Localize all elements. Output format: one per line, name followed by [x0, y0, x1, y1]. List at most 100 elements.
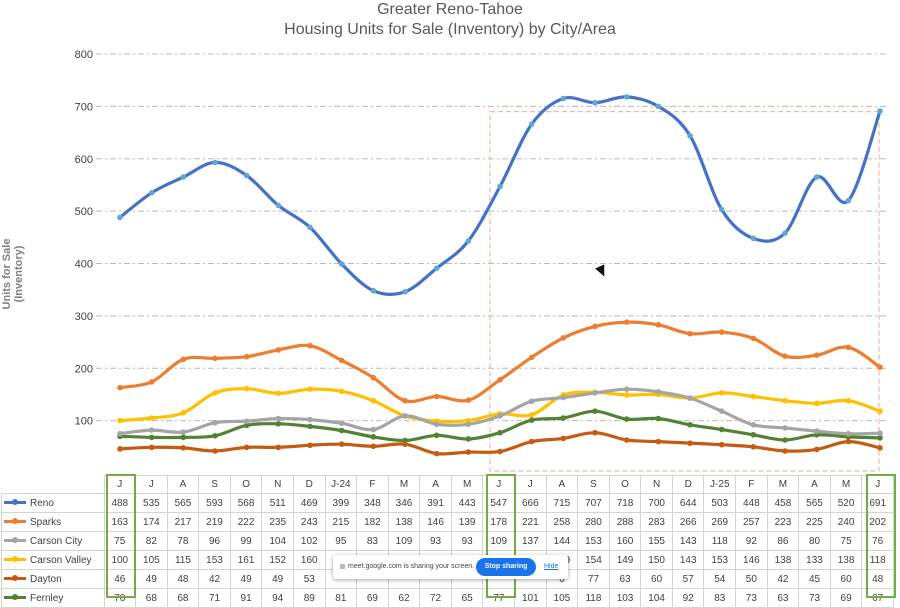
- data-point-carson-valley: [528, 412, 535, 418]
- data-label: 73: [735, 588, 768, 608]
- data-label: 49: [261, 569, 294, 589]
- data-label: 700: [640, 493, 673, 513]
- data-point-carson-city: [877, 430, 883, 436]
- data-label: 69: [356, 588, 389, 608]
- data-label: 174: [135, 512, 168, 532]
- screen-share-bar: meet.google.com is sharing your screen. …: [333, 555, 568, 579]
- data-label: 469: [292, 493, 326, 513]
- data-point-dayton: [750, 444, 757, 450]
- data-point-dayton: [655, 438, 662, 445]
- data-point-carson-city: [402, 413, 408, 419]
- data-label: 443: [450, 493, 484, 513]
- data-label: 93: [419, 531, 452, 551]
- data-label: 49: [135, 569, 168, 589]
- data-point-reno: [782, 230, 788, 236]
- data-label: 92: [735, 531, 768, 551]
- data-label: 73: [798, 588, 831, 608]
- data-label: 45: [798, 569, 831, 589]
- data-label: 535: [135, 493, 168, 513]
- data-point-sparks: [528, 354, 535, 361]
- data-label: 153: [577, 531, 610, 551]
- hide-share-bar-link[interactable]: Hide: [544, 563, 559, 570]
- table-corner-cell: [2, 476, 105, 494]
- data-label: 139: [450, 512, 484, 532]
- data-label: 150: [640, 550, 673, 570]
- chart-subtitle: Housing Units for Sale (Inventory) by Ci…: [284, 21, 616, 38]
- data-point-dayton: [370, 443, 377, 450]
- data-label: 93: [450, 531, 484, 551]
- data-point-sparks: [845, 344, 852, 351]
- x-tick-label: F: [356, 475, 389, 494]
- data-point-carson-valley: [623, 392, 630, 398]
- data-point-reno: [623, 94, 630, 100]
- legend-entry: Dayton: [1, 569, 105, 589]
- data-point-dayton: [275, 444, 282, 451]
- data-label: 60: [829, 569, 863, 589]
- data-label: 78: [166, 531, 200, 551]
- table-header-row: J J A S O N D J-24 F M A M J J A S O N D J-25 F M A M J: [2, 475, 894, 494]
- data-label: 96: [198, 531, 231, 551]
- data-point-fernley: [687, 422, 693, 428]
- data-point-sparks: [180, 356, 187, 363]
- data-label: 70: [103, 588, 137, 608]
- data-point-sparks: [560, 335, 567, 341]
- legend-label: Sparks: [30, 516, 62, 528]
- x-tick-label: M: [450, 475, 484, 494]
- data-point-fernley: [718, 426, 725, 433]
- data-point-sparks: [782, 353, 788, 360]
- x-tick-label: A: [545, 475, 579, 494]
- data-point-carson-city: [782, 425, 788, 431]
- table-row: Fernley 70 68 68 71 91 94 89 81 69 62 72 65 77 101 105 1…: [1, 588, 894, 608]
- y-tick-label: 600: [75, 154, 93, 166]
- data-label: 92: [671, 588, 705, 608]
- data-point-fernley: [275, 420, 282, 427]
- data-label: 288: [608, 512, 642, 532]
- data-label: 62: [387, 588, 421, 608]
- series-line-reno: [119, 95, 882, 296]
- data-label: 49: [229, 569, 263, 589]
- data-label: 283: [640, 512, 673, 532]
- data-label: 137: [514, 531, 547, 551]
- data-label: 83: [356, 531, 389, 551]
- data-label: 707: [577, 493, 610, 513]
- data-label: 71: [198, 588, 231, 608]
- y-tick-label: 400: [75, 259, 93, 271]
- data-point-reno: [718, 206, 725, 213]
- x-tick-label: A: [166, 475, 200, 494]
- legend-line-icon: [4, 556, 26, 563]
- data-point-fernley: [180, 434, 187, 441]
- data-label: 202: [861, 512, 894, 532]
- data-label: 222: [229, 512, 263, 532]
- data-point-carson-city: [338, 420, 345, 427]
- data-point-carson-city: [592, 390, 598, 396]
- data-point-fernley: [307, 423, 313, 430]
- stop-sharing-button[interactable]: Stop sharing: [476, 558, 536, 576]
- chart-plot-area: 100 200 300 400 500 600 700 800: [75, 49, 888, 472]
- data-point-carson-city: [180, 429, 187, 435]
- data-point-carson-city: [623, 386, 630, 393]
- data-point-dayton: [877, 445, 883, 451]
- data-label: 448: [735, 493, 768, 513]
- data-label: 257: [735, 512, 768, 532]
- data-point-dayton: [307, 442, 313, 449]
- data-point-carson-valley: [813, 400, 820, 407]
- data-label: 63: [766, 588, 800, 608]
- data-label: 280: [577, 512, 610, 532]
- data-label: 138: [766, 550, 800, 570]
- data-point-reno: [275, 202, 282, 209]
- data-label: 89: [292, 588, 326, 608]
- data-point-carson-city: [370, 426, 377, 433]
- data-point-reno: [845, 197, 852, 204]
- data-label: 153: [703, 550, 737, 570]
- data-point-carson-city: [845, 430, 852, 437]
- data-label: 53: [292, 569, 326, 589]
- data-point-reno: [148, 189, 155, 196]
- data-label: 105: [135, 550, 168, 570]
- data-label: 75: [829, 531, 863, 551]
- legend-label: Fernley: [30, 592, 64, 604]
- data-label: 391: [419, 493, 452, 513]
- x-tick-label: N: [640, 475, 673, 494]
- screen-share-icon: [340, 564, 345, 569]
- data-point-dayton: [497, 448, 503, 455]
- data-point-carson-valley: [338, 388, 345, 395]
